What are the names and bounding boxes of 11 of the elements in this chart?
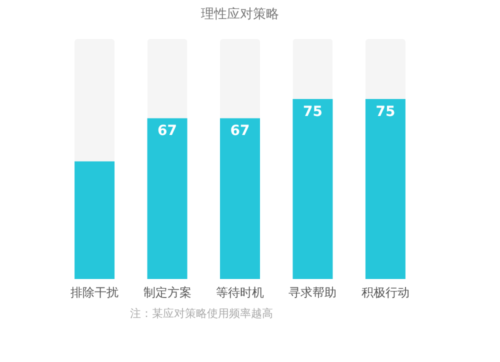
x-tick-label: 制定方案 [143, 286, 192, 300]
data-label: 75 [376, 104, 396, 120]
data-label: 67 [230, 123, 250, 140]
x-tick-label: 等待时机 [216, 286, 264, 300]
data-label: 67 [158, 123, 178, 140]
text: 注：某应对策略使用频率越高 [130, 307, 273, 320]
chart-title: 理性应对策略 [201, 6, 279, 22]
data-label: 75 [302, 104, 322, 120]
x-tick-label: 排除干扰 [70, 286, 119, 300]
x-tick-label: 寻求帮助 [288, 286, 337, 300]
x-tick-label: 积极行动 [361, 286, 410, 300]
